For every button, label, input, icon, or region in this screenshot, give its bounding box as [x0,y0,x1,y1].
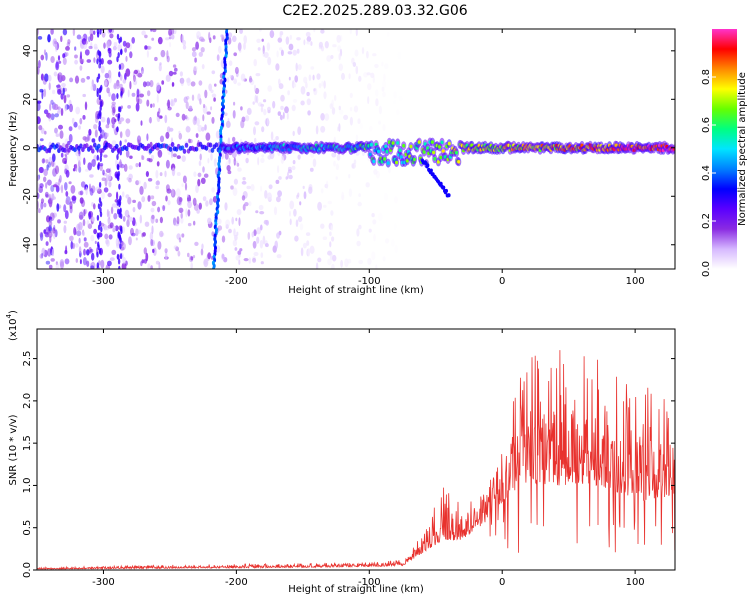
y-tick-label: -40 [22,237,33,253]
spectrogram-x-label: Height of straight line (km) [288,285,424,296]
x-tick-label: 0 [499,577,505,588]
spectrogram-heatmap [37,29,675,269]
spectrogram-y-label: Frequency (Hz) [8,111,19,187]
y-tick-label: 1.5 [22,435,33,451]
snr-y-ticks: 0.0 0.5 1.0 1.5 2.0 2.5 [22,351,675,578]
colorbar-label: Normalized spectral amplitude [737,72,748,226]
colorbar-tick-label: 0.8 [701,69,712,85]
y-tick-label: 2.5 [22,351,33,367]
x-tick-label: -300 [92,276,115,287]
colorbar-gradient [712,29,737,269]
colorbar-tick-label: 0.4 [701,165,712,181]
snr-x-ticks: -300 -200 -100 0 100 [92,329,645,588]
snr-series-line [37,350,675,570]
snr-panel: -300 -200 -100 0 100 0.0 0.5 1.0 1.5 2.0 2.5 Heig… [5,310,676,595]
snr-multiplier-exp: 4 [5,313,13,318]
svg-text:(x104): (x104) [5,310,19,341]
spectrogram-x-ticks: -300 -200 -100 0 100 [92,29,645,287]
y-tick-label: 2.0 [22,393,33,409]
x-tick-label: -300 [92,577,115,588]
x-tick-label: -200 [225,276,248,287]
figure-title: C2E2.2025.289.03.32.G06 [282,3,467,19]
colorbar-tick-label: 0.2 [701,213,712,229]
spectrogram-frame [36,28,676,270]
snr-frame [36,328,676,571]
snr-y-label: SNR (10 * v/v) [8,414,19,485]
x-tick-label: 100 [626,276,645,287]
snr-multiplier-close: ) [8,310,19,314]
snr-y-multiplier: (x104) [5,310,19,341]
y-tick-label: 0.0 [22,562,33,578]
spectrogram-y-ticks: -40 -20 0 20 40 [22,44,675,253]
x-tick-label: -100 [358,276,381,287]
y-tick-label: 40 [22,44,33,57]
x-tick-label: -100 [358,577,381,588]
y-tick-label: 0 [22,145,33,151]
colorbar: 0.0 0.2 0.4 0.6 0.8 Normalized spectral ampl… [701,29,748,277]
snr-multiplier-base: (x10 [8,318,19,341]
y-tick-label: 0.5 [22,520,33,536]
x-tick-label: 0 [499,276,505,287]
snr-x-label: Height of straight line (km) [288,584,424,595]
y-tick-label: 1.0 [22,477,33,493]
y-tick-label: -20 [22,188,33,204]
x-tick-label: -200 [225,577,248,588]
y-tick-label: 20 [22,93,33,106]
colorbar-ticks: 0.0 0.2 0.4 0.6 0.8 [701,69,716,277]
colorbar-tick-label: 0.6 [701,117,712,133]
x-tick-label: 100 [626,577,645,588]
colorbar-tick-label: 0.0 [701,261,712,277]
